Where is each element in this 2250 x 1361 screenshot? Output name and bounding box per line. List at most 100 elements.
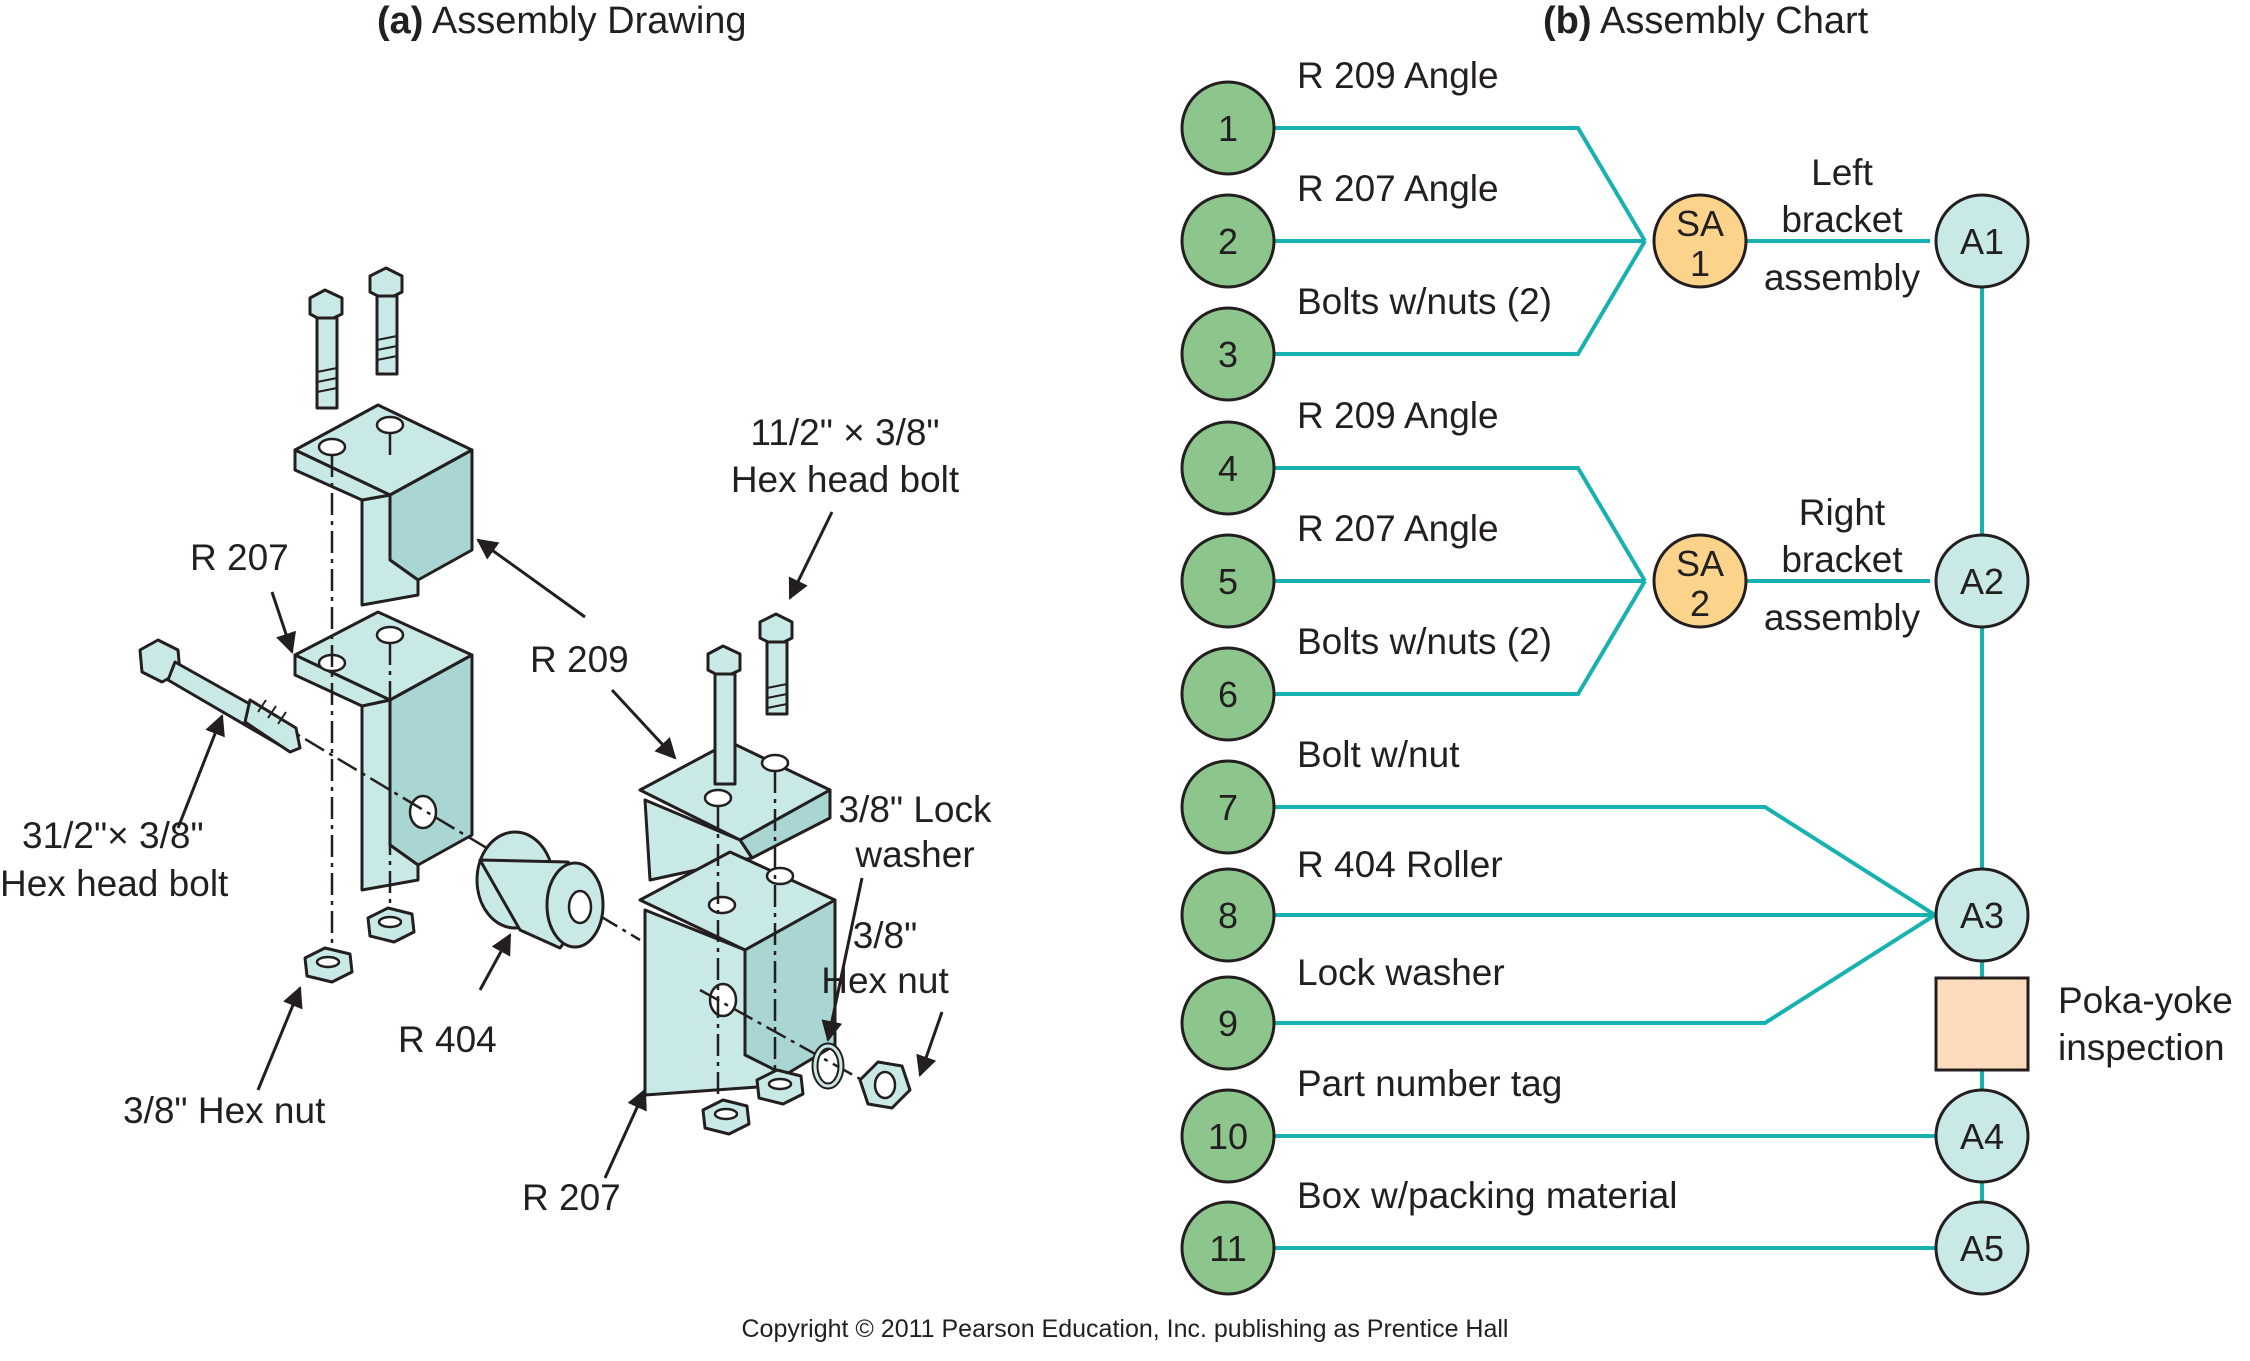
bracket-r207-left [293, 610, 474, 892]
roller-r404 [475, 830, 605, 950]
part-circle [1180, 1200, 1276, 1296]
label-long-bolt-size: 31/2"× 3/8" [22, 815, 204, 856]
label-r209: R 209 [530, 639, 629, 680]
label-short-bolt-type: Hex head bolt [731, 459, 960, 500]
sa1-desc-line1: Left [1811, 152, 1873, 193]
part-circle [1180, 306, 1276, 402]
sa1-desc-line3: assembly [1764, 257, 1921, 298]
label-r404: R 404 [398, 1019, 497, 1060]
assembly-node-a5: A5 [1934, 1200, 2030, 1296]
part-label: Part number tag [1297, 1063, 1562, 1104]
part-number: 11 [1209, 1228, 1246, 1269]
leader-arrow [788, 511, 834, 600]
label-r207-top: R 207 [190, 537, 289, 578]
part-circle [1180, 533, 1276, 629]
label-hex-nut-right-1: 3/8" [853, 915, 918, 956]
label-lock-washer-1: 3/8" Lock [838, 789, 992, 830]
leader-arrow [603, 1088, 647, 1179]
part-label: Bolts w/nuts (2) [1297, 281, 1552, 322]
part-node-2: 2 R 207 Angle [1180, 168, 1499, 289]
assembly-circle [1934, 193, 2030, 289]
sa2-label-line1: SA [1676, 543, 1724, 584]
assembly-drawing: R 207 R 209 31/2"× 3/8" Hex head bolt 11… [0, 266, 992, 1218]
part-node-4: 4 R 209 Angle [1180, 395, 1499, 516]
part-label: R 207 Angle [1297, 508, 1499, 549]
leader-arrow [270, 591, 296, 654]
long-hex-bolt [138, 638, 302, 754]
part-label: R 207 Angle [1297, 168, 1499, 209]
part-number: 9 [1218, 1003, 1238, 1044]
part-number: 10 [1208, 1116, 1248, 1157]
part-circle [1180, 420, 1276, 516]
inspection-label-line2: inspection [2058, 1027, 2225, 1068]
part-number: 5 [1218, 561, 1238, 602]
assembly-node-a4: A4 [1934, 1088, 2030, 1184]
part-circle [1180, 975, 1276, 1071]
part-label: Box w/packing material [1297, 1175, 1677, 1216]
part-node-9: 9 Lock washer [1180, 952, 1505, 1071]
hex-nuts-right [701, 1042, 912, 1136]
assembly-circle [1934, 1200, 2030, 1296]
part-node-8: 8 R 404 Roller [1180, 844, 1503, 963]
part-circles: 1 R 209 Angle 2 R 207 Angle 3 Bolts w/nuts (2… [1180, 55, 1677, 1296]
part-number: 2 [1218, 221, 1238, 262]
label-lock-washer-2: washer [854, 834, 974, 875]
connector-lines [1228, 126, 1984, 1250]
assembly-circle [1934, 1088, 2030, 1184]
part-circle [1180, 1088, 1276, 1184]
poka-yoke-inspection: Poka-yoke inspection [1934, 976, 2233, 1072]
leader-arrow [256, 986, 303, 1091]
assembly-label: A5 [1960, 1228, 2004, 1269]
part-node-3: 3 Bolts w/nuts (2) [1180, 281, 1552, 402]
title-assembly-drawing: (a) Assembly Drawing [377, 0, 747, 42]
bracket-r209-left [293, 403, 474, 607]
sa1-label-line2: 1 [1690, 243, 1710, 284]
leader-arrow [610, 688, 677, 760]
part-number: 4 [1218, 448, 1238, 489]
dash-line [699, 988, 881, 1092]
sa1-label-line1: SA [1676, 203, 1724, 244]
bracket-r209-right [638, 612, 832, 882]
label-hex-nut-left: 3/8" Hex nut [123, 1090, 326, 1131]
assembly-node-a2: A2 [1934, 533, 2030, 629]
part-circle [1180, 193, 1276, 289]
part-number: 1 [1218, 108, 1238, 149]
title-assembly-chart: (b) Assembly Chart [1543, 0, 1869, 42]
label-short-bolt-size: 11/2" × 3/8" [750, 412, 939, 453]
bracket-r207-right [638, 850, 837, 1097]
part-node-10: 10 Part number tag [1180, 1063, 1562, 1184]
part-number: 7 [1218, 787, 1238, 828]
part-circle [1180, 759, 1276, 855]
part-label: Lock washer [1297, 952, 1505, 993]
assembly-circle [1934, 533, 2030, 629]
copyright-notice: Copyright © 2011 Pearson Education, Inc.… [741, 1315, 1508, 1343]
assembly-node-a1: A1 [1934, 193, 2030, 289]
label-r207-bottom: R 207 [522, 1177, 621, 1218]
part-label: R 209 Angle [1297, 395, 1499, 436]
assembly-label: A1 [1960, 221, 2004, 262]
sa1-desc-line2: bracket [1781, 199, 1903, 240]
part-label: Bolts w/nuts (2) [1297, 621, 1552, 662]
leader-arrow [476, 538, 586, 619]
label-hex-nut-right-2: Hex nut [821, 960, 949, 1001]
assembly-node-a3: A3 [1934, 867, 2030, 963]
assembly-label: A3 [1960, 895, 2004, 936]
assembly-label: A2 [1960, 561, 2004, 602]
hex-nuts-left [303, 906, 416, 984]
part-node-1: 1 R 209 Angle [1180, 55, 1499, 176]
leader-arrow [821, 877, 864, 1043]
part-node-6: 6 Bolts w/nuts (2) [1180, 621, 1552, 742]
sa2-desc-line2: bracket [1781, 539, 1903, 580]
assembly-label: A4 [1960, 1116, 2004, 1157]
part-circle [1180, 80, 1276, 176]
part-node-11: 11 Box w/packing material [1180, 1175, 1677, 1296]
leader-arrow [176, 714, 225, 829]
part-circle [1180, 646, 1276, 742]
hex-bolts-top-left [308, 266, 404, 410]
subassembly-sa2: SA 2 [1652, 533, 1748, 629]
assembly-circle [1934, 867, 2030, 963]
part-label: R 404 Roller [1297, 844, 1503, 885]
part-node-5: 5 R 207 Angle [1180, 508, 1499, 629]
part-number: 3 [1218, 334, 1238, 375]
